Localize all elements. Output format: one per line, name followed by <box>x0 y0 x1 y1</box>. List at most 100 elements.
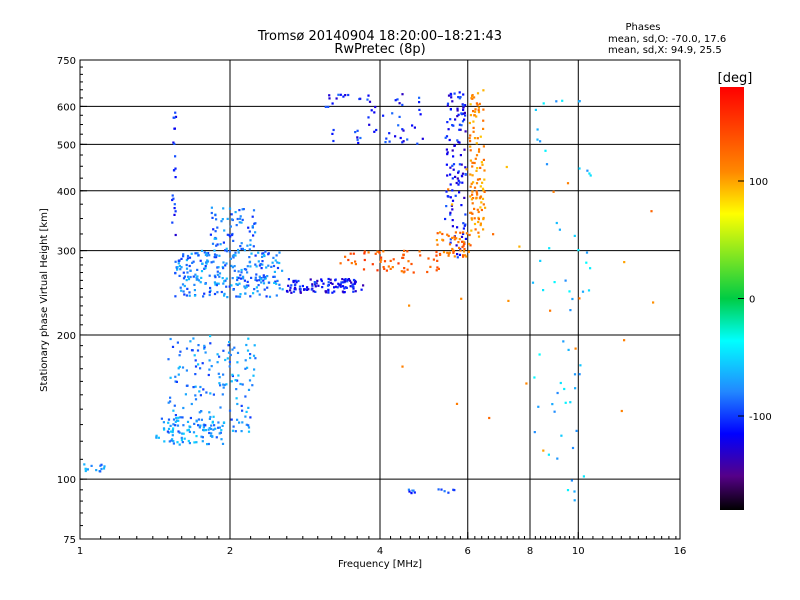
data-point <box>187 428 190 431</box>
data-point <box>167 418 171 421</box>
data-point <box>226 233 229 236</box>
data-point <box>542 449 545 452</box>
data-point <box>208 431 211 435</box>
data-point <box>367 116 370 119</box>
data-point <box>297 279 300 283</box>
data-point <box>155 436 158 439</box>
data-point <box>477 218 480 221</box>
data-point <box>344 286 347 289</box>
data-point <box>585 261 588 264</box>
data-point <box>193 354 196 357</box>
data-point <box>469 185 472 188</box>
data-point <box>435 250 438 254</box>
data-point <box>402 140 405 143</box>
data-point <box>476 137 479 140</box>
data-point <box>581 290 585 293</box>
data-point <box>186 257 189 260</box>
data-point <box>449 166 452 169</box>
data-point <box>410 492 413 495</box>
data-point <box>178 264 181 268</box>
data-point <box>472 120 475 123</box>
data-point <box>461 175 464 178</box>
data-point <box>173 142 176 145</box>
data-point <box>203 347 206 350</box>
data-point <box>289 286 292 289</box>
data-point <box>237 374 240 377</box>
data-point <box>371 263 374 266</box>
data-point <box>205 252 208 255</box>
data-point <box>216 282 219 285</box>
data-point <box>462 255 465 258</box>
data-point <box>199 367 202 370</box>
data-point <box>468 233 471 237</box>
data-point <box>419 113 422 116</box>
data-point <box>222 207 225 210</box>
data-point <box>184 393 187 396</box>
data-point <box>218 376 221 379</box>
data-point <box>274 280 277 283</box>
data-point <box>251 384 254 387</box>
data-point <box>287 284 290 287</box>
data-point <box>457 179 460 182</box>
data-point <box>398 102 401 105</box>
data-point <box>322 282 325 285</box>
data-point <box>551 403 554 406</box>
data-point <box>407 488 410 491</box>
data-point <box>427 257 430 260</box>
data-point <box>205 262 208 265</box>
data-point <box>197 279 201 282</box>
data-point <box>174 380 177 383</box>
data-point <box>177 419 180 422</box>
data-point <box>181 441 184 444</box>
data-point <box>263 277 266 280</box>
data-point <box>213 292 217 296</box>
data-point <box>449 211 452 214</box>
data-point <box>210 206 213 209</box>
data-point <box>199 394 202 397</box>
data-point <box>457 241 460 244</box>
data-point <box>196 275 199 278</box>
data-point <box>208 274 211 277</box>
data-point <box>194 365 198 368</box>
data-point <box>413 491 416 494</box>
data-point <box>275 254 278 257</box>
data-point <box>367 251 370 254</box>
data-point <box>236 361 239 364</box>
data-point <box>249 353 252 356</box>
data-point <box>178 431 181 434</box>
data-point <box>174 115 178 118</box>
data-point <box>248 230 251 233</box>
data-point <box>238 282 241 285</box>
data-point <box>225 285 228 288</box>
data-point <box>542 289 545 292</box>
data-point <box>561 99 564 102</box>
data-point <box>384 141 387 144</box>
data-point <box>467 250 470 253</box>
data-point <box>482 158 485 161</box>
data-point <box>238 295 242 298</box>
data-point <box>201 362 204 365</box>
data-point <box>237 248 240 252</box>
data-point <box>459 128 462 131</box>
data-point <box>441 238 444 241</box>
data-point <box>447 188 450 191</box>
data-point <box>180 438 183 442</box>
data-point <box>214 230 217 233</box>
data-point <box>238 209 241 212</box>
data-point <box>307 288 310 291</box>
data-point <box>394 99 397 102</box>
data-point <box>314 285 317 288</box>
data-point <box>461 120 465 123</box>
data-point <box>421 137 424 140</box>
data-point <box>218 275 221 278</box>
data-point <box>471 174 474 177</box>
data-point <box>350 281 353 284</box>
data-point <box>589 174 592 177</box>
data-point <box>171 438 174 441</box>
data-points <box>83 89 655 502</box>
data-point <box>525 382 528 385</box>
data-point <box>478 148 481 151</box>
data-point <box>458 191 461 194</box>
data-point <box>223 229 226 232</box>
